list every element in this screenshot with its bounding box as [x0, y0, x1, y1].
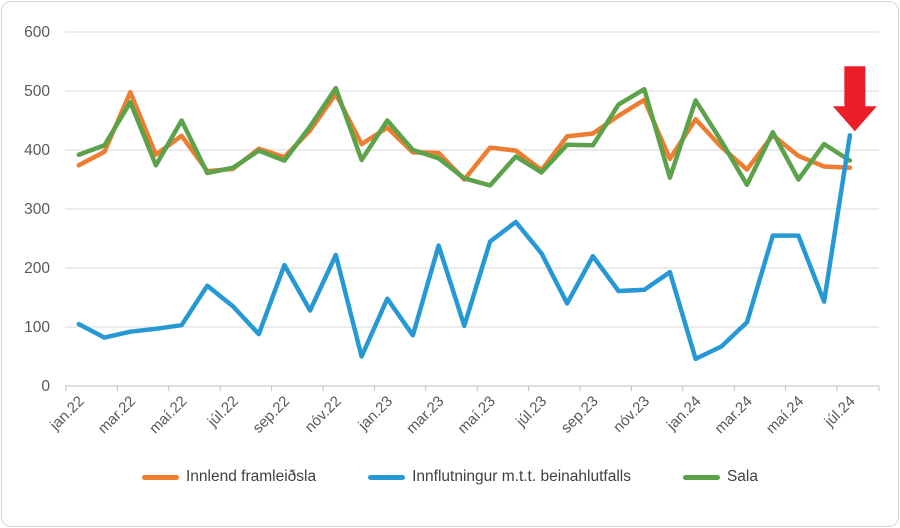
y-axis-tick-label: 100 — [24, 319, 50, 336]
x-axis-tick-label: sep.22 — [249, 393, 293, 437]
red-down-arrow-icon — [832, 66, 877, 132]
series-line-sala — [76, 85, 853, 188]
legend-item-innlend-framleidsla: Innlend framleiðsla — [142, 468, 316, 486]
x-axis-tick-label: jan.22 — [46, 393, 88, 435]
legend-item-sala: Sala — [682, 468, 758, 486]
y-axis-tick-label: 0 — [41, 378, 50, 395]
x-axis-tick-label: júl.24 — [821, 393, 859, 431]
y-axis-tick-label: 600 — [24, 24, 50, 41]
x-axis-tick-label: mar.22 — [95, 393, 139, 437]
line-chart: 0 100 200 300 400 500 600 jan.22 mar.22 maí.22 júl… — [24, 24, 880, 437]
legend-label: Innlend framleiðsla — [186, 468, 317, 485]
x-axis-tick-label: jan.23 — [354, 393, 396, 435]
legend-label: Sala — [726, 468, 758, 485]
y-axis-tick-label: 500 — [24, 83, 50, 100]
chart-legend: Innlend framleiðsla Innflutningur m.t.t.… — [2, 468, 898, 486]
x-axis-tick-label: mar.23 — [403, 393, 447, 437]
x-axis-tick-label: maí.23 — [454, 393, 498, 437]
x-axis-tick-label: nóv.23 — [610, 393, 653, 436]
y-axis-tick-label: 400 — [24, 142, 50, 159]
x-axis-tick-label: sep.23 — [558, 393, 602, 437]
series-line-innflutningur — [76, 133, 853, 362]
x-axis-tick-label: maí.22 — [146, 393, 190, 437]
legend-line-marker-orange — [142, 474, 179, 480]
y-axis-tick-label: 200 — [24, 260, 50, 277]
x-axis-tick-label: mar.24 — [711, 393, 755, 437]
legend-line-marker-green — [682, 474, 720, 480]
x-axis-tick-label: júl.23 — [512, 393, 550, 431]
x-axis-tick-label: júl.22 — [204, 393, 242, 431]
x-axis-tick-label: maí.24 — [763, 393, 807, 437]
x-axis-tick-label: jan.24 — [663, 393, 705, 435]
legend-label: Innflutningur m.t.t. beinahlutfalls — [412, 468, 631, 485]
legend-item-innflutningur: Innflutningur m.t.t. beinahlutfalls — [368, 468, 631, 486]
y-axis-tick-label: 300 — [24, 201, 50, 218]
x-axis-tick-label: nóv.22 — [302, 393, 345, 436]
legend-line-marker-blue — [368, 474, 406, 480]
